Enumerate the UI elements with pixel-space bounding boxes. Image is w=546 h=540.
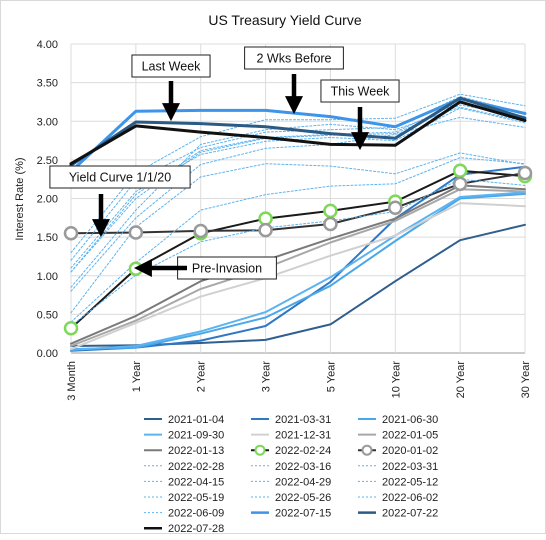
legend-label: 2022-05-19 (168, 492, 224, 504)
legend-label: 2021-01-04 (168, 414, 224, 426)
annotation-box (131, 54, 211, 78)
y-tick-labels: 0.00 0.50 1.00 1.50 2.00 2.50 3.00 3.50 4.00 (37, 39, 58, 360)
y-axis-label: Interest Rate (%) (14, 157, 26, 240)
series-line-2021-09-30 (70, 191, 526, 351)
series-line-2022-06-02 (70, 96, 526, 261)
legend-label: 2021-12-31 (275, 430, 331, 442)
legend-label: 2022-02-24 (275, 445, 331, 457)
legend-label: 2021-03-31 (275, 414, 331, 426)
y-tick-label: 1.00 (37, 271, 58, 283)
x-tick-label: 3 Month (66, 361, 78, 401)
data-point-2022-02-24 (63, 321, 79, 336)
annotation-label: Pre-Invasion (192, 262, 262, 276)
y-tick-label: 2.00 (37, 194, 58, 206)
y-tick-label: 0.00 (37, 348, 58, 360)
legend-marker (361, 444, 373, 456)
data-point-2020-01-02 (323, 216, 338, 232)
annotation-box (49, 165, 191, 189)
annotations: Last Week 2 Wks Before This Week Yield Curv… (49, 46, 400, 280)
data-point-2020-01-02 (63, 226, 79, 241)
annotation-label: This Week (331, 85, 391, 99)
data-point-2020-01-02 (193, 223, 208, 239)
y-tick-label: 3.00 (37, 116, 58, 128)
series-line-2020-01-02 (70, 172, 526, 235)
legend-marker (254, 444, 266, 456)
legend-label: 2022-06-02 (382, 492, 438, 504)
x-tick-label: 3 Year (261, 361, 273, 393)
x-tick-label: 5 Year (325, 361, 337, 393)
legend-label: 2022-03-16 (275, 461, 331, 473)
legend-label: 2022-07-22 (382, 508, 438, 520)
data-point-2020-01-02 (258, 222, 273, 238)
legend-label: 2021-09-30 (168, 430, 224, 442)
y-tick-label: 0.50 (37, 309, 58, 321)
series-line-2022-03-31 (70, 152, 526, 314)
series-line-2022-06-09 (70, 93, 526, 254)
data-point-2020-01-02 (517, 165, 533, 181)
data-point-2020-01-02 (452, 176, 468, 192)
grid (70, 43, 526, 354)
x-tick-labels: 3 Month 1 Year 2 Year 3 Year 5 Year 10 Year 20… (66, 361, 532, 401)
data-point-2022-02-24 (452, 163, 468, 178)
legend: 2021-01-04 2021-03-31 2021-06-30 2021-09-30… (144, 414, 438, 535)
series-line-2022-04-29 (70, 106, 526, 288)
chart-title: US Treasury Yield Curve (208, 12, 361, 28)
series-line-2022-01-05 (70, 188, 526, 347)
x-tick-label: 1 Year (131, 361, 143, 393)
data-point-2022-02-24 (258, 211, 273, 226)
series-line-2022-02-28 (70, 178, 526, 327)
series-line-2022-03-16 (70, 157, 526, 323)
legend-label: 2022-07-15 (275, 508, 331, 520)
series-markers (63, 163, 533, 336)
annotation-label: Yield Curve 1/1/20 (69, 171, 171, 185)
x-tick-label: 30 Year (520, 361, 532, 399)
annotation-box (244, 46, 344, 70)
y-tick-label: 4.00 (37, 39, 58, 51)
series-line-2022-04-15 (70, 116, 526, 292)
annotation-label: 2 Wks Before (256, 52, 331, 66)
legend-label: 2022-05-26 (275, 492, 331, 504)
series-line-2021-12-31 (70, 202, 526, 351)
x-tick-label: 2 Year (196, 361, 208, 393)
data-point-2022-02-24 (323, 203, 338, 219)
series-line-2021-03-31 (70, 165, 526, 352)
annotation-label: Last Week (142, 60, 202, 74)
legend-label: 2022-06-09 (168, 508, 224, 520)
y-tick-label: 1.50 (37, 232, 58, 244)
series-lines (69, 93, 527, 352)
series-line-2021-06-30 (70, 192, 526, 351)
legend-label: 2022-02-28 (168, 461, 224, 473)
legend-label: 2021-06-30 (382, 414, 438, 426)
legend-label: 2022-01-05 (382, 430, 438, 442)
annotation-box (320, 79, 400, 103)
legend-label: 2022-04-29 (275, 476, 331, 488)
legend-label: 2022-07-28 (168, 523, 224, 535)
series-line-2022-01-13 (70, 184, 526, 345)
x-tick-label: 20 Year (455, 361, 467, 399)
series-line-2022-07-22 (69, 96, 527, 167)
y-tick-label: 3.50 (37, 78, 58, 90)
data-point-2020-01-02 (128, 225, 144, 240)
x-tick-label: 10 Year (390, 361, 402, 399)
data-point-2022-02-24 (128, 261, 144, 277)
legend-label: 2022-05-12 (382, 476, 438, 488)
legend-label: 2022-04-15 (168, 476, 224, 488)
y-tick-label: 2.50 (37, 155, 58, 167)
series-line-2022-07-28 (69, 100, 527, 166)
data-point-2020-01-02 (388, 200, 403, 216)
legend-label: 2020-01-02 (382, 445, 438, 457)
legend-label: 2022-01-13 (168, 445, 224, 457)
legend-label: 2022-03-31 (382, 461, 438, 473)
series-line-2021-01-04 (70, 223, 526, 347)
